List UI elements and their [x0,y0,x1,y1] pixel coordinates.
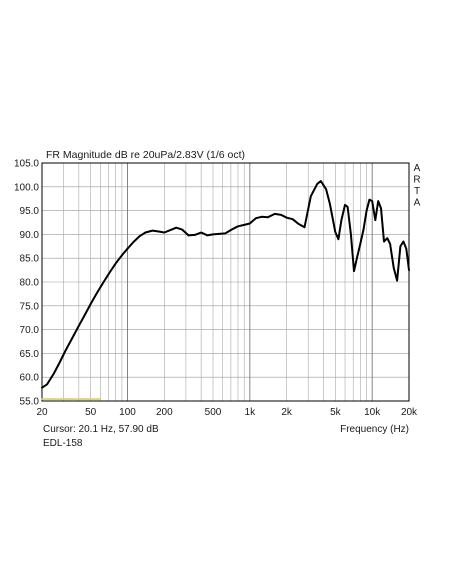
watermark-letter: R [413,175,420,186]
y-tick-label: 60.0 [20,373,40,384]
x-tick-label: 100 [119,407,136,418]
y-tick-label: 100.0 [14,182,39,193]
y-tick-label: 105.0 [14,159,39,170]
x-tick-label: 10k [364,407,381,418]
y-tick-label: 75.0 [20,301,40,312]
cursor-readout: Cursor: 20.1 Hz, 57.90 dB [43,424,159,435]
watermark-letter: T [414,186,420,197]
y-tick-label: 90.0 [20,230,40,241]
y-tick-label: 55.0 [20,397,40,408]
x-axis-label: Frequency (Hz) [340,424,409,435]
y-axis-ticks: 55.0 60.0 65.0 70.0 75.0 80.0 85.0 90.0 95.0 100.… [14,159,39,408]
plot-frame [41,162,410,402]
y-tick-label: 95.0 [20,206,40,217]
model-label: EDL-158 [43,438,83,449]
y-tick-label: 65.0 [20,349,40,360]
x-axis-ticks: 20 50 100 200 500 1k 2k 5k 10k 20k [36,407,418,418]
watermark-letter: A [414,163,421,174]
x-tick-label: 20 [36,407,48,418]
x-tick-label: 50 [85,407,97,418]
x-tick-label: 5k [330,407,342,418]
x-tick-label: 2k [281,407,293,418]
x-tick-label: 20k [401,407,418,418]
series-layer [41,180,410,400]
y-tick-label: 80.0 [20,278,40,289]
grid-layer [42,163,409,401]
watermark-letter: A [414,198,421,209]
response-curve [41,180,410,389]
y-tick-label: 85.0 [20,254,40,265]
y-tick-label: 70.0 [20,325,40,336]
x-tick-label: 500 [205,407,222,418]
x-tick-label: 1k [245,407,257,418]
chart-title: FR Magnitude dB re 20uPa/2.83V (1/6 oct) [46,149,245,161]
x-tick-label: 200 [156,407,173,418]
